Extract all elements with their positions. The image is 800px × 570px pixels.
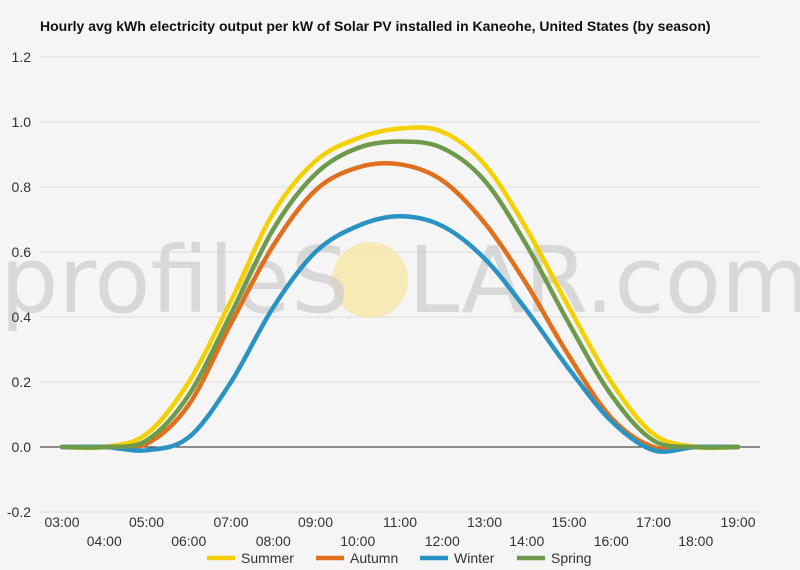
x-tick-label: 15:00 xyxy=(551,514,586,530)
x-tick-label: 06:00 xyxy=(171,533,206,549)
series-line-summer xyxy=(59,125,741,451)
x-tick-label: 03:00 xyxy=(44,514,79,530)
y-tick-label: -0.2 xyxy=(7,504,31,520)
chart-title: Hourly avg kWh electricity output per kW… xyxy=(40,18,711,34)
x-tick-label: 12:00 xyxy=(425,533,460,549)
y-tick-label: 1.0 xyxy=(12,114,32,130)
legend-label-autumn: Autumn xyxy=(350,550,398,566)
series-line-winter xyxy=(59,214,741,454)
watermark: profileS LAR.com xyxy=(0,227,800,334)
x-tick-label: 16:00 xyxy=(594,533,629,549)
y-tick-label: 0.2 xyxy=(12,374,32,390)
x-tick-label: 13:00 xyxy=(467,514,502,530)
y-tick-label: 0.6 xyxy=(12,244,32,260)
series-line-spring xyxy=(59,139,741,450)
y-tick-label: 0.4 xyxy=(12,309,32,325)
x-tick-label: 07:00 xyxy=(213,514,248,530)
x-axis-ticks: 03:00 04:00 05:00 06:00 07:00 08:00 09:00 10:00… xyxy=(44,514,755,549)
y-axis-ticks: -0.2 0.0 0.2 0.4 0.6 0.8 1.0 1.2 xyxy=(7,49,31,520)
x-tick-label: 09:00 xyxy=(298,514,333,530)
watermark-sun xyxy=(332,242,408,318)
legend: Summer Autumn Winter Spring xyxy=(207,550,591,566)
legend-label-spring: Spring xyxy=(551,550,591,566)
y-tick-label: 0.0 xyxy=(12,439,32,455)
watermark-text-right: LAR.com xyxy=(408,227,800,334)
x-tick-label: 14:00 xyxy=(509,533,544,549)
x-tick-label: 08:00 xyxy=(256,533,291,549)
series-lines xyxy=(59,125,741,454)
x-tick-label: 11:00 xyxy=(383,514,417,530)
x-tick-label: 10:00 xyxy=(340,533,375,549)
y-tick-label: 0.8 xyxy=(12,179,32,195)
legend-label-winter: Winter xyxy=(454,550,495,566)
x-tick-label: 19:00 xyxy=(720,514,755,530)
watermark-text-left: profileS xyxy=(0,227,349,334)
x-tick-label: 05:00 xyxy=(129,514,164,530)
x-tick-label: 04:00 xyxy=(87,533,122,549)
legend-label-summer: Summer xyxy=(241,550,294,566)
x-tick-label: 17:00 xyxy=(636,514,671,530)
x-tick-label: 18:00 xyxy=(678,533,713,549)
y-tick-label: 1.2 xyxy=(12,49,32,65)
